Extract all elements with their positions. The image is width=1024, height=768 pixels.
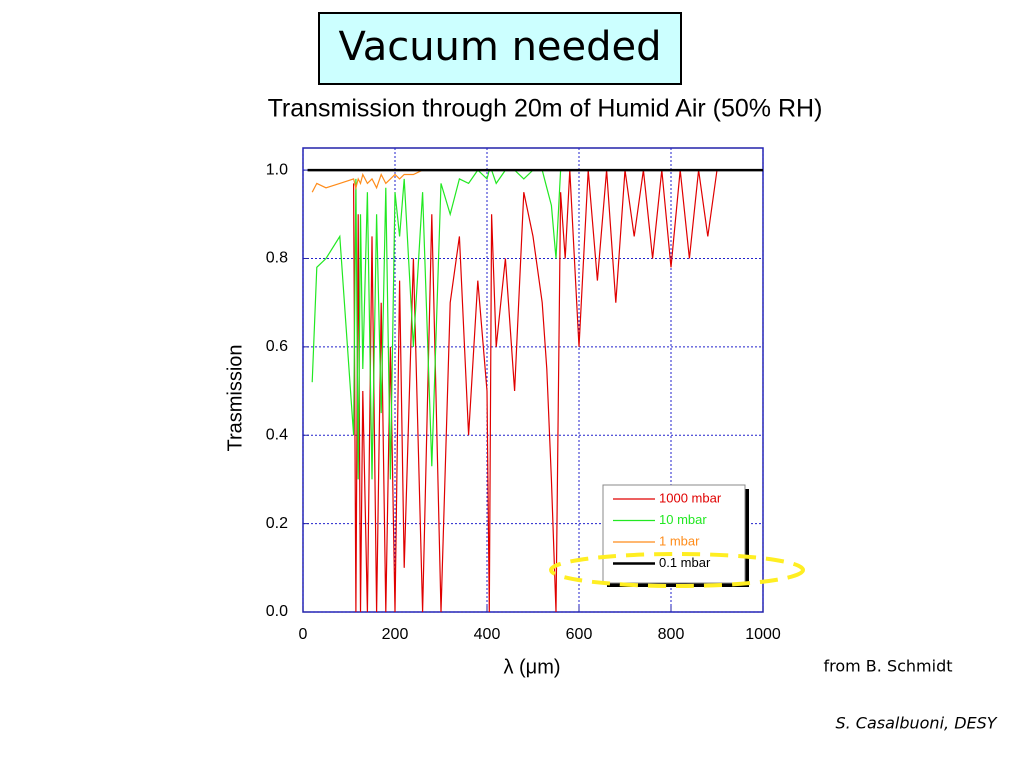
y-axis-label: Trasmission bbox=[224, 344, 246, 451]
x-tick-label: 0 bbox=[299, 626, 308, 643]
legend-label: 1 mbar bbox=[659, 533, 700, 548]
x-tick-label: 600 bbox=[566, 626, 593, 643]
y-tick-label: 0.2 bbox=[266, 515, 288, 532]
highlight-ellipse bbox=[549, 552, 805, 588]
legend: 1000 mbar 10 mbar 1 mbar 0.1 mbar bbox=[602, 484, 749, 587]
x-tick-label: 800 bbox=[658, 626, 685, 643]
lines bbox=[307, 168, 763, 612]
title-box bbox=[318, 12, 682, 85]
credit: from B. Schmidt bbox=[823, 657, 952, 676]
legend-label: 10 mbar bbox=[659, 512, 707, 527]
x-axis-label: λ (μm) bbox=[503, 656, 560, 678]
legend-label: 0.1 mbar bbox=[659, 555, 711, 570]
legend-label: 1000 mbar bbox=[659, 490, 722, 505]
footer: S. Casalbuoni, DESY bbox=[835, 714, 997, 733]
x-tick-label: 400 bbox=[474, 626, 501, 643]
y-tick-label: 0.8 bbox=[266, 250, 288, 267]
y-tick-label: 0.4 bbox=[266, 426, 288, 443]
y-tick-label: 0.0 bbox=[266, 603, 288, 620]
x-tick-label: 200 bbox=[382, 626, 409, 643]
slide-title: Vacuum needed bbox=[338, 24, 661, 70]
y-tick-label: 1.0 bbox=[266, 161, 288, 178]
y-tick-label: 0.6 bbox=[266, 338, 288, 355]
chart-title: Transmission through 20m of Humid Air (5… bbox=[268, 95, 823, 123]
series-line bbox=[353, 169, 763, 612]
legend-box bbox=[602, 484, 746, 584]
x-tick-label: 1000 bbox=[745, 626, 781, 643]
